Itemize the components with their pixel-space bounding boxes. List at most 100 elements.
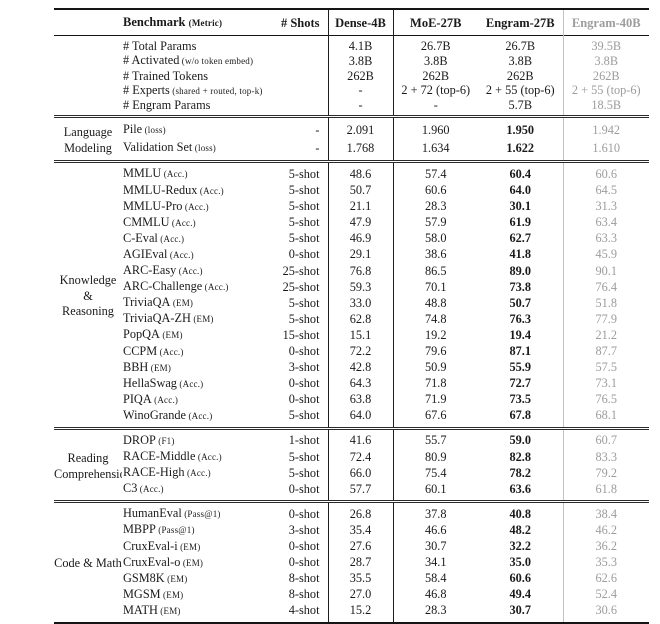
shots-cell: 0-shot	[272, 375, 329, 392]
value-engram-40b: 31.3	[595, 199, 618, 214]
value-engram-27b: 30.7	[478, 602, 564, 624]
benchmark-metric-text: (Acc.)	[176, 378, 204, 389]
value-engram-40b: 79.2	[595, 465, 618, 480]
benchmark-name: # Engram Params	[122, 98, 272, 117]
value-engram-40b: 57.5	[595, 360, 618, 375]
value-moe-27b: 70.1	[424, 279, 447, 294]
benchmark-name: MMLU-Pro (Acc.)	[122, 199, 272, 215]
value-engram-40b: 63.4	[595, 215, 618, 230]
value-engram-27b: 30.1	[478, 198, 564, 215]
benchmark-metric-text: (EM)	[148, 362, 172, 373]
benchmark-name-text: RACE-Middle	[123, 449, 196, 464]
benchmark-metric-text: (Acc.)	[167, 249, 194, 260]
benchmark-name: # Activated (w/o token embed)	[122, 53, 272, 68]
section-label-line: Reading	[67, 451, 109, 466]
value-engram-27b: 1.950	[478, 116, 564, 140]
table-row: Language Modeling Pile (loss) -2.091 1.960 1.…	[54, 116, 649, 155]
benchmark-name-text: C-Eval	[123, 230, 158, 245]
table-row: WinoGrande (Acc.) 5-shot 64.0 67.6 67.8 68.1	[54, 407, 649, 429]
value-dense-4b: 3.8B	[328, 53, 394, 69]
value-engram-40b: 1.610	[592, 140, 621, 155]
table-header: Benchmark (Metric) # Shots Dense-4B MoE-…	[54, 9, 649, 36]
benchmark-name: DROP (F1)	[122, 428, 272, 449]
benchmark-metric-text: (Pass@1)	[181, 509, 221, 520]
benchmark-name: # Total Params	[122, 36, 272, 54]
benchmark-name: TriviaQA (EM)	[122, 295, 272, 311]
value-engram-27b: 35.0	[478, 554, 564, 571]
value-moe-27b: 46.6	[424, 522, 447, 537]
benchmark-metric-text: (EM)	[190, 314, 214, 325]
shots-cell: 5-shot	[272, 182, 329, 199]
shots-cell: 5-shot	[272, 449, 329, 466]
benchmark-name: # Trained Tokens	[122, 69, 272, 83]
value-engram-40b: 45.9	[595, 247, 618, 262]
benchmark-metric-text: (EM)	[159, 330, 183, 341]
value-engram-27b: 48.2	[478, 522, 564, 539]
section-code-math: Code & Math HumanEval (Pass@1) 0-shot 26.8 3…	[54, 501, 649, 624]
value-engram-27b: 87.1	[478, 343, 564, 360]
shots-cell: -	[272, 116, 329, 140]
section-label-line: &	[83, 288, 93, 303]
benchmark-name-text: # Total Params	[123, 39, 197, 53]
value-engram-40b: 76.5	[595, 392, 618, 407]
value-engram-27b: 82.8	[478, 449, 564, 466]
benchmark-name-text: CruxEval-i	[123, 538, 178, 553]
benchmark-name: MATH (EM)	[122, 603, 272, 623]
value-moe-27b: 74.8	[424, 311, 447, 326]
shots-cell: 5-shot	[272, 295, 329, 312]
value-engram-40b: 60.6	[595, 166, 618, 181]
shots-cell: 5-shot	[272, 198, 329, 215]
value-engram-40b: 77.9	[595, 311, 618, 326]
value-dense-4b: 4.1B	[328, 35, 394, 54]
value-engram-27b: 50.7	[478, 295, 564, 312]
benchmark-metric-text: (EM)	[170, 298, 194, 309]
benchmark-name-text: BBH	[123, 359, 149, 374]
benchmark-name: Pile (loss)	[122, 117, 272, 140]
value-moe-27b: 1.960	[421, 122, 450, 137]
value-engram-27b: 63.6	[478, 481, 564, 502]
value-engram-40b: 1.942	[592, 122, 621, 137]
value-moe-27b: 3.8B	[423, 53, 448, 68]
value-engram-27b: 5.7B	[478, 98, 564, 117]
benchmark-metric-text: (EM)	[164, 573, 188, 584]
header-empty-cell	[54, 9, 122, 36]
shots-cell: 4-shot	[272, 602, 329, 624]
benchmark-name-text: TriviaQA-ZH	[123, 311, 191, 326]
shots-cell: 0-shot	[272, 538, 329, 555]
benchmark-name-text: GSM8K	[123, 570, 165, 585]
table-row: # Engram Params - - 5.7B 18.5B	[54, 98, 649, 117]
table-row: CMMLU (Acc.) 5-shot 47.9 57.9 61.9 63.4	[54, 214, 649, 231]
value-dense-4b: 26.8	[328, 501, 394, 523]
value-moe-27b: 71.9	[424, 392, 447, 407]
value-dense-4b: 27.0	[328, 586, 394, 603]
value-engram-27b: 62.7	[478, 230, 564, 247]
benchmark-name-text: TriviaQA	[123, 295, 171, 310]
benchmark-name-text: HellaSwag	[123, 375, 177, 390]
value-engram-27b: 73.8	[478, 279, 564, 296]
value-engram-40b: 52.4	[595, 587, 618, 602]
table-row: CruxEval-i (EM) 0-shot 27.6 30.7 32.2 36.2	[54, 538, 649, 555]
benchmark-name: GSM8K (EM)	[122, 571, 272, 587]
benchmark-name: BBH (EM)	[122, 360, 272, 376]
value-moe-27b: 46.8	[424, 587, 447, 602]
table-row: C-Eval (Acc.) 5-shot 46.9 58.0 62.7 63.3	[54, 230, 649, 247]
value-moe-27b: 71.8	[424, 376, 447, 391]
value-dense-4b: 1.768	[328, 139, 394, 162]
value-moe-27b: 58.0	[424, 231, 447, 246]
value-moe-27b: 60.1	[424, 481, 447, 496]
header-model-moe-27b: MoE-27B	[410, 15, 462, 30]
benchmark-metric-text: (Acc.)	[186, 410, 213, 421]
section-reading-comprehension: ReadingComprehensionDROP (F1)1-shot41.65…	[54, 428, 649, 502]
section-label: Knowledge & Reasoning	[54, 162, 122, 429]
value-moe-27b: 28.3	[424, 199, 447, 214]
value-engram-27b: 76.3	[478, 311, 564, 328]
benchmark-name: HumanEval (Pass@1)	[122, 502, 272, 523]
value-engram-27b: 41.8	[478, 246, 564, 264]
benchmark-name: C3 (Acc.)	[122, 481, 272, 502]
benchmark-name: MBPP (Pass@1)	[122, 522, 272, 538]
value-engram-27b: 262B	[478, 68, 564, 83]
shots-cell: 8-shot	[272, 570, 329, 587]
benchmark-metric-text: (Acc.)	[157, 346, 184, 357]
value-engram-40b: 3.8B	[594, 53, 619, 68]
value-dense-4b: 63.8	[328, 391, 394, 408]
